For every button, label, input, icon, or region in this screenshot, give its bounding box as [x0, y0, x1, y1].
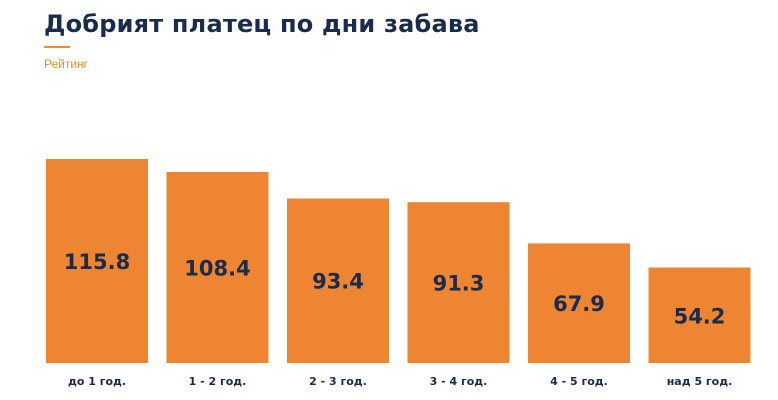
x-tick-label-4: 3 - 4 год. [430, 375, 488, 388]
title-underline [44, 46, 70, 48]
bar-value-label-6: 54.2 [674, 304, 726, 328]
bar-1 [46, 159, 148, 363]
bar-value-label-3: 93.4 [312, 270, 364, 294]
bar-6 [648, 267, 751, 363]
bar-value-label-5: 67.9 [553, 292, 605, 316]
bar-5 [528, 243, 630, 363]
x-tick-label-3: 2 - 3 год. [309, 375, 367, 388]
bar-4 [407, 202, 510, 363]
chart-title: Добрият платец по дни забава [44, 10, 480, 38]
x-tick-label-5: 4 - 5 год. [550, 375, 608, 388]
bar-3 [287, 198, 389, 363]
x-tick-label-2: 1 - 2 год. [189, 375, 247, 388]
bar-value-label-1: 115.8 [64, 250, 130, 274]
bar-value-label-4: 91.3 [433, 272, 485, 296]
bar-2 [166, 172, 269, 363]
x-tick-label-6: над 5 год. [667, 375, 733, 388]
chart-subtitle: Рейтинг [44, 57, 89, 71]
bar-value-label-2: 108.4 [184, 257, 250, 281]
x-tick-label-1: до 1 год. [68, 375, 126, 388]
